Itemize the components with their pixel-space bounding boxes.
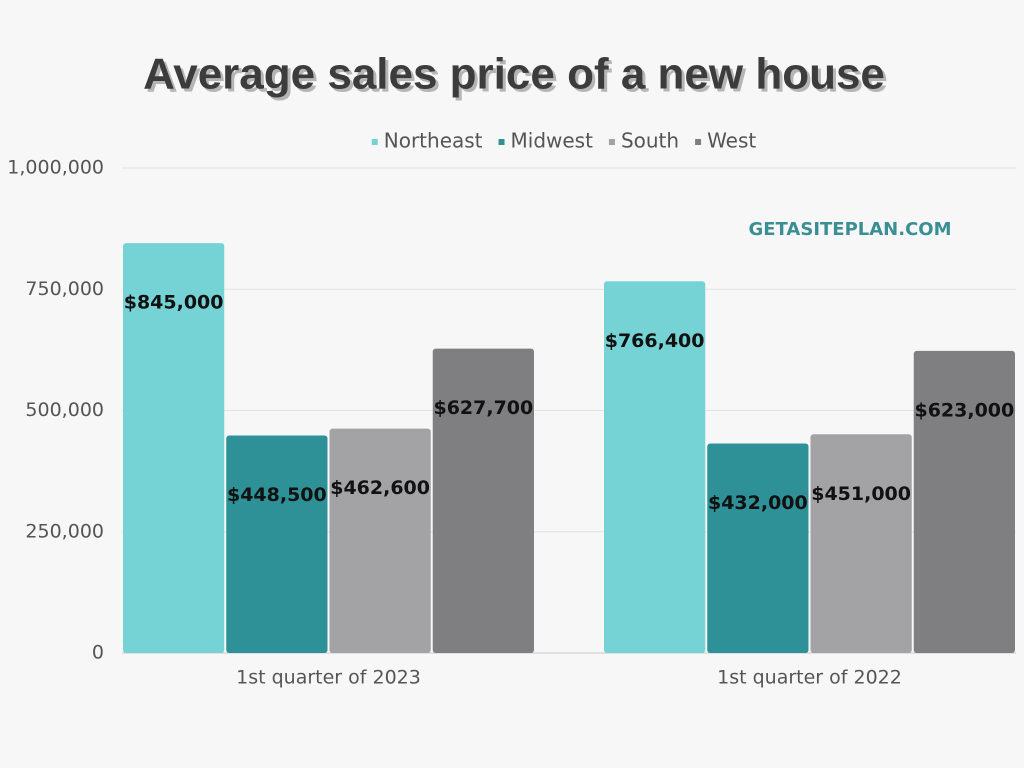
legend-swatch bbox=[695, 139, 702, 145]
legend-label: Midwest bbox=[511, 129, 594, 153]
x-tick-label: 1st quarter of 2022 bbox=[717, 667, 902, 689]
value-label: $627,700 bbox=[433, 397, 533, 419]
bar bbox=[123, 243, 225, 654]
legend-label: West bbox=[707, 129, 756, 153]
bar bbox=[226, 435, 328, 653]
bar bbox=[604, 281, 706, 653]
y-tick-label: 500,000 bbox=[25, 399, 104, 421]
y-tick-label: 750,000 bbox=[25, 278, 104, 300]
legend-label: South bbox=[621, 129, 679, 153]
bar bbox=[810, 434, 912, 653]
bar bbox=[913, 350, 1015, 653]
value-label: $462,600 bbox=[330, 477, 430, 499]
y-tick-label: 0 bbox=[92, 642, 104, 664]
bar bbox=[329, 428, 431, 653]
title-shadow: Average sales price of a new house bbox=[146, 53, 888, 102]
watermark: GETASITEPLAN.COM bbox=[748, 219, 951, 240]
value-label: $623,000 bbox=[914, 399, 1014, 421]
value-label: $845,000 bbox=[124, 292, 224, 314]
value-label: $451,000 bbox=[811, 483, 911, 505]
legend-label: Northeast bbox=[384, 129, 483, 153]
legend-swatch bbox=[608, 139, 615, 145]
x-tick-label: 1st quarter of 2023 bbox=[236, 667, 421, 689]
legend-swatch bbox=[498, 139, 505, 145]
chart-title: Average sales price of a new house bbox=[143, 50, 885, 99]
value-label: $766,400 bbox=[605, 330, 705, 352]
bar bbox=[707, 443, 809, 653]
y-tick-label: 250,000 bbox=[25, 520, 104, 542]
bar bbox=[432, 348, 534, 653]
legend-swatch bbox=[371, 139, 378, 145]
y-tick-label: 1,000,000 bbox=[7, 157, 104, 179]
value-label: $448,500 bbox=[227, 484, 327, 506]
value-label: $432,000 bbox=[708, 492, 808, 514]
